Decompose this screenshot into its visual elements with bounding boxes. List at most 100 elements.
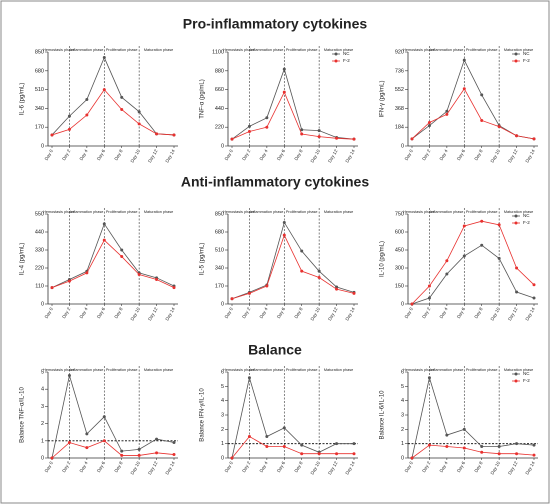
phase-label: Hemostasis phase (223, 368, 254, 372)
x-tick-label: Day 4 (259, 148, 269, 161)
data-point (172, 441, 176, 445)
phase-label: Hemostasis phase (223, 210, 254, 214)
data-point (300, 249, 304, 253)
data-point (120, 95, 124, 99)
data-point (50, 133, 54, 137)
data-point (445, 272, 449, 276)
y-tick-label: 600 (395, 229, 404, 235)
data-point (532, 443, 536, 447)
series-line (51, 56, 175, 136)
legend-label: F-2 (523, 58, 530, 63)
y-tick-label: 550 (35, 211, 44, 217)
data-point (102, 222, 106, 226)
x-tick-label: Day 0 (224, 306, 234, 319)
y-axis-label: IL-4 (pg/mL) (20, 243, 26, 276)
y-tick-label: 510 (35, 87, 44, 93)
x-tick-label: Day 4 (79, 460, 89, 473)
x-tick-label: Day 6 (276, 306, 286, 319)
data-point (247, 124, 251, 128)
legend-label: NC (343, 51, 350, 56)
data-point (300, 128, 304, 132)
data-point (137, 110, 141, 114)
data-point (50, 286, 54, 290)
y-tick-label: 552 (395, 87, 404, 93)
x-tick-label: Day 12 (147, 460, 159, 475)
phase-label: Maturation phase (144, 48, 173, 52)
y-axis-label: Balance IFN-γ/IL-10 (200, 388, 206, 442)
phase-label: Hemostasis phase (43, 48, 74, 52)
x-tick-label: Day 2 (421, 306, 431, 319)
data-point (230, 456, 234, 460)
y-tick-label: 920 (395, 49, 404, 55)
x-tick-label: Day 14 (344, 460, 356, 475)
data-point (480, 118, 484, 122)
x-tick-label: Day 12 (327, 306, 339, 321)
series-line (411, 376, 535, 459)
x-tick-label: Day 12 (507, 460, 519, 475)
chart: 0 150 300 450 600 750 IL-10 (pg/mL) Day 0 Day 2 D… (380, 208, 538, 321)
x-tick-label: Day 0 (44, 148, 54, 161)
y-axis-label: Balance IL-6/IL-10 (380, 390, 386, 440)
x-tick-label: Day 0 (404, 148, 414, 161)
y-tick-label: 850 (215, 211, 224, 217)
data-point (480, 219, 484, 223)
x-tick-label: Day 12 (147, 148, 159, 163)
x-tick-label: Day 14 (164, 306, 176, 321)
data-point (67, 441, 71, 445)
data-point (172, 286, 176, 290)
data-point (317, 129, 321, 133)
chart: 0 1 2 3 4 5 6 Balance IL-6/IL-10 Day 0 Day 2 Day 4… (380, 366, 538, 475)
phase-label: Maturation phase (144, 210, 173, 214)
x-tick-label: Day 8 (113, 306, 123, 319)
data-point (265, 435, 269, 438)
y-tick-label: 2 (221, 427, 224, 433)
chart: 0 184 368 552 736 920 IFN-γ (pg/mL) Day 0 Day 2 D… (380, 46, 538, 163)
y-tick-label: 5 (221, 384, 224, 390)
data-point (427, 376, 431, 380)
phase-label: Inflammation phase (250, 210, 283, 214)
phase-label: Inflammation phase (70, 368, 103, 372)
x-tick-label: Day 8 (293, 460, 303, 473)
data-point (67, 114, 71, 118)
x-tick-label: Day 12 (327, 460, 339, 475)
y-tick-label: 300 (395, 265, 404, 271)
data-point (247, 129, 251, 133)
data-point (137, 273, 141, 277)
phase-label: Hemostasis phase (43, 368, 74, 372)
x-tick-label: Day 8 (113, 460, 123, 473)
x-tick-label: Day 6 (456, 306, 466, 319)
data-point (67, 127, 71, 131)
data-point (335, 287, 339, 291)
data-point (265, 116, 269, 120)
legend-label: F-2 (523, 220, 530, 225)
x-tick-label: Day 6 (456, 460, 466, 473)
data-point (445, 109, 449, 113)
y-tick-label: 0 (41, 455, 44, 461)
phase-label: Maturation phase (504, 210, 533, 214)
x-tick-label: Day 0 (224, 148, 234, 161)
y-tick-label: 1 (221, 441, 224, 447)
y-tick-label: 4 (401, 398, 404, 404)
y-axis-label: IL-10 (pg/mL) (380, 241, 386, 277)
x-tick-label: Day 10 (310, 148, 322, 163)
phase-label: Inflammation phase (70, 48, 103, 52)
data-point (265, 125, 269, 129)
data-point (102, 88, 106, 92)
data-point (282, 220, 286, 224)
y-tick-label: 368 (395, 106, 404, 112)
data-point (230, 137, 234, 141)
x-tick-label: Day 14 (344, 148, 356, 163)
data-point (480, 243, 484, 247)
data-point (137, 447, 141, 451)
x-tick-label: Day 8 (473, 460, 483, 473)
x-tick-label: Day 4 (439, 306, 449, 319)
x-tick-label: Day 14 (524, 148, 536, 163)
x-tick-label: Day 2 (421, 148, 431, 161)
data-point (137, 453, 141, 457)
x-tick-label: Day 0 (224, 460, 234, 473)
data-point (497, 452, 501, 456)
data-point (480, 450, 484, 454)
data-point (410, 456, 414, 460)
x-tick-label: Day 6 (96, 460, 106, 473)
x-tick-label: Day 8 (113, 148, 123, 161)
